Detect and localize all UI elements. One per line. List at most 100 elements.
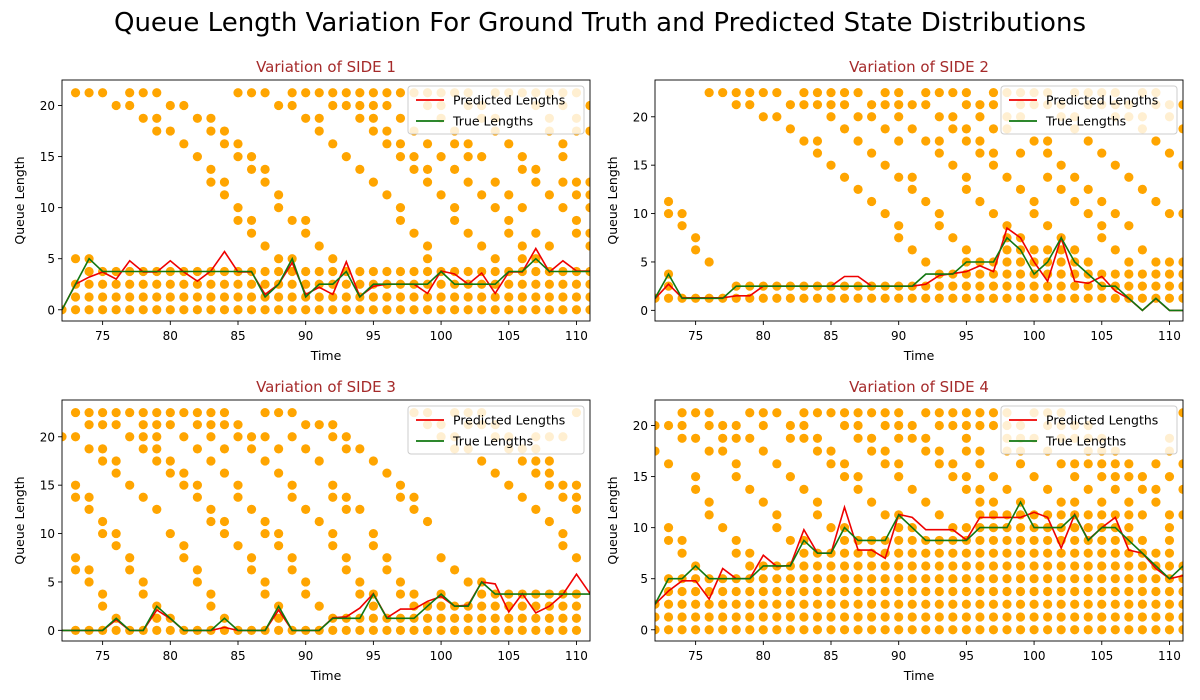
state-dot bbox=[301, 589, 311, 599]
state-dot bbox=[948, 523, 958, 533]
y-tick-label: 10 bbox=[633, 207, 648, 221]
state-dot bbox=[409, 305, 419, 315]
state-dot bbox=[1070, 535, 1080, 546]
state-dot bbox=[988, 124, 999, 134]
state-dot bbox=[233, 215, 243, 226]
state-dot bbox=[677, 586, 687, 597]
legend-label: True Lengths bbox=[452, 434, 533, 449]
state-dot bbox=[853, 112, 863, 122]
state-dot bbox=[585, 292, 590, 302]
state-dot bbox=[745, 612, 755, 622]
state-dot bbox=[585, 100, 590, 111]
state-dot bbox=[544, 292, 554, 302]
state-dot bbox=[1083, 625, 1093, 635]
state-dot bbox=[1164, 281, 1175, 291]
state-dot bbox=[907, 184, 917, 194]
state-dot bbox=[772, 599, 782, 609]
state-dot bbox=[0, 245, 5, 254]
state-dot bbox=[961, 293, 971, 303]
state-dot bbox=[785, 471, 795, 482]
state-dot bbox=[1002, 281, 1012, 291]
x-tick-label: 110 bbox=[565, 649, 588, 663]
state-dot bbox=[1002, 245, 1012, 255]
state-dot bbox=[745, 561, 755, 571]
state-dot bbox=[84, 420, 94, 430]
state-dot bbox=[341, 432, 351, 442]
state-dot bbox=[152, 407, 162, 418]
state-dot bbox=[812, 100, 823, 110]
state-dot bbox=[1070, 625, 1080, 635]
state-dot bbox=[246, 553, 257, 563]
state-dot bbox=[125, 553, 135, 563]
state-dot bbox=[1029, 281, 1039, 291]
state-dot bbox=[219, 292, 230, 302]
state-dot bbox=[152, 305, 162, 315]
state-dot bbox=[585, 177, 590, 187]
state-dot bbox=[0, 221, 5, 230]
state-dot bbox=[206, 113, 216, 123]
state-dot bbox=[1043, 548, 1053, 558]
state-dot bbox=[663, 535, 674, 546]
state-dot bbox=[1015, 269, 1026, 279]
state-dot bbox=[867, 497, 877, 507]
state-dot bbox=[504, 279, 514, 289]
state-dot bbox=[677, 433, 687, 443]
state-dot bbox=[0, 269, 5, 278]
state-dot bbox=[355, 625, 365, 635]
state-dot bbox=[1002, 574, 1012, 584]
plot-frame bbox=[654, 399, 1184, 642]
state-dot bbox=[70, 305, 81, 315]
state-dot bbox=[1178, 293, 1183, 303]
state-dot bbox=[812, 599, 823, 609]
state-dot bbox=[812, 497, 823, 507]
state-dot bbox=[1015, 293, 1026, 303]
state-dot bbox=[839, 612, 850, 622]
state-dot bbox=[907, 100, 917, 110]
state-dot bbox=[571, 305, 582, 315]
state-dot bbox=[571, 279, 582, 289]
state-dot bbox=[1070, 561, 1080, 571]
x-tick-label: 95 bbox=[959, 649, 974, 663]
state-dot bbox=[718, 433, 728, 443]
state-dot bbox=[1056, 548, 1066, 558]
y-tick-label: 5 bbox=[47, 575, 55, 589]
state-dot bbox=[0, 185, 5, 194]
state-dot bbox=[314, 456, 324, 466]
state-dot bbox=[745, 548, 755, 558]
state-dot bbox=[731, 535, 741, 546]
state-dot bbox=[477, 190, 487, 200]
state-dot bbox=[1029, 245, 1039, 255]
state-dot bbox=[1124, 221, 1134, 231]
state-dot bbox=[490, 305, 500, 315]
state-dot bbox=[1097, 535, 1107, 546]
state-dot bbox=[0, 306, 5, 315]
state-dot bbox=[1002, 586, 1012, 597]
state-dot bbox=[961, 471, 971, 482]
x-tick-label: 90 bbox=[891, 649, 906, 663]
state-dot bbox=[368, 528, 378, 539]
state-dot bbox=[125, 565, 135, 575]
state-dot bbox=[368, 100, 378, 111]
state-dot bbox=[867, 574, 877, 584]
state-dot bbox=[1137, 599, 1147, 609]
state-dot bbox=[98, 407, 108, 418]
state-dot bbox=[826, 586, 836, 597]
state-dot bbox=[853, 625, 863, 635]
state-dot bbox=[961, 625, 971, 635]
state-dot bbox=[0, 282, 5, 291]
plot-frame bbox=[61, 79, 591, 322]
x-tick-label: 80 bbox=[163, 649, 178, 663]
state-dot bbox=[287, 432, 297, 442]
state-dot bbox=[152, 504, 162, 514]
state-dot bbox=[531, 266, 541, 277]
state-dot bbox=[1178, 269, 1183, 279]
state-dot bbox=[287, 305, 297, 315]
state-dot bbox=[436, 190, 446, 200]
legend-label: Predicted Lengths bbox=[1046, 93, 1158, 108]
state-dot bbox=[84, 504, 94, 514]
state-dot bbox=[921, 599, 931, 609]
state-dot bbox=[1097, 471, 1107, 482]
state-dot bbox=[826, 459, 836, 469]
state-dot bbox=[571, 292, 582, 302]
state-dot bbox=[301, 113, 311, 123]
